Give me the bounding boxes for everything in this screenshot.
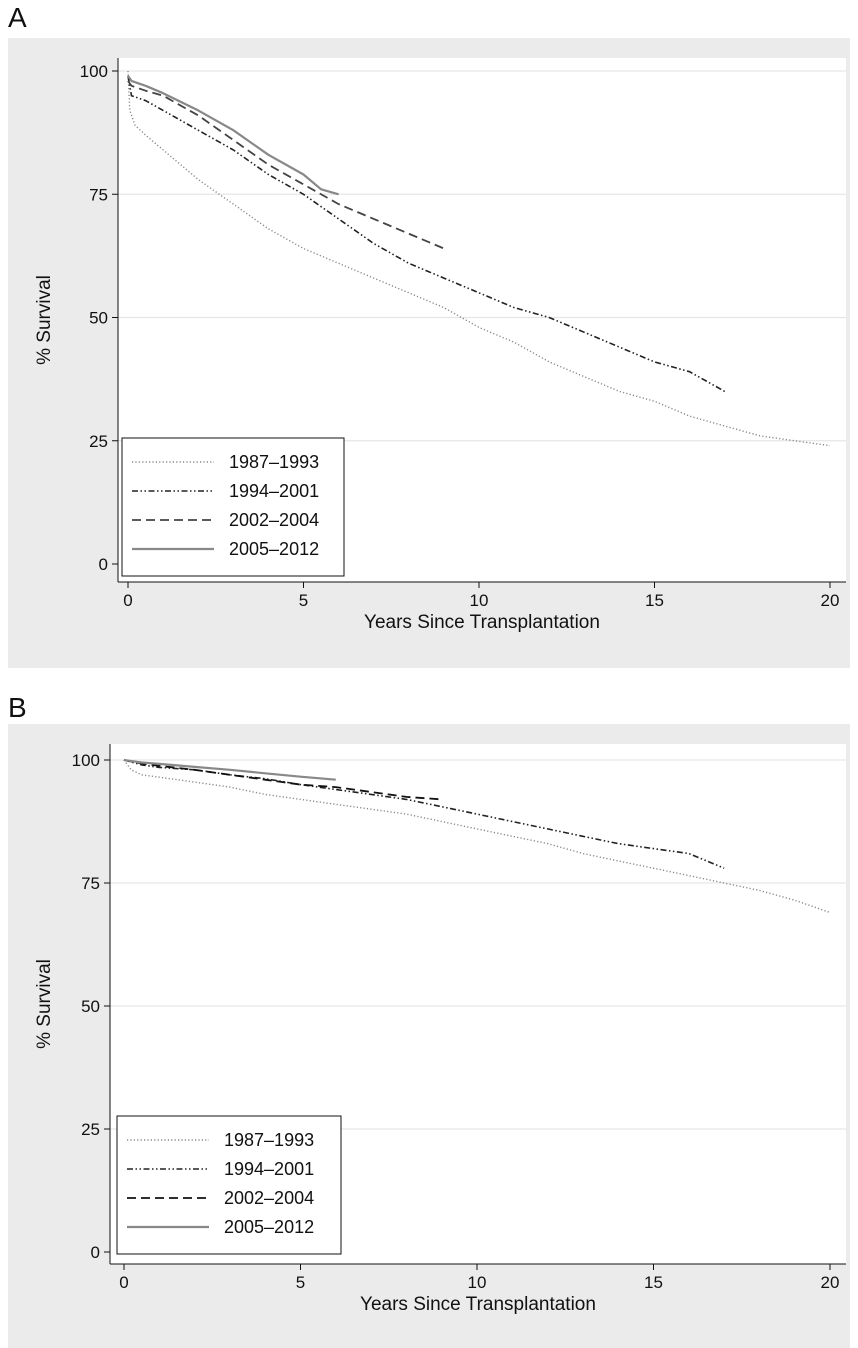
series-line-2002-2004 <box>127 80 445 250</box>
x-tick-label: 0 <box>123 591 132 610</box>
legend-label: 1987–1993 <box>229 452 319 472</box>
series-line-1987-1993 <box>127 70 831 447</box>
legend-label: 2005–2012 <box>229 539 319 559</box>
x-axis-title: Years Since Transplantation <box>360 1294 596 1315</box>
series-line-2005-2012 <box>123 758 336 781</box>
legend-label: 1994–2001 <box>229 481 319 501</box>
legend-label: 2002–2004 <box>224 1188 314 1208</box>
x-tick-label: 0 <box>119 1273 128 1292</box>
x-tick-label: 5 <box>299 591 308 610</box>
legend-label: 2002–2004 <box>229 510 319 530</box>
y-tick-label: 0 <box>91 1243 100 1262</box>
x-axis-title: Years Since Transplantation <box>364 612 600 633</box>
y-tick-label: 75 <box>81 874 100 893</box>
y-axis-title: % Survival <box>34 275 55 365</box>
legend-label: 1987–1993 <box>224 1130 314 1150</box>
survival-chart-b: 0 25 50 75 100 0 5 10 15 20 Years Since Transplant… <box>8 724 850 1348</box>
x-tick-label: 20 <box>821 591 840 610</box>
legend-label: 1994–2001 <box>224 1159 314 1179</box>
panel-a: A 0 25 50 75 100 0 5 10 15 20 Years Since Transpla… <box>0 0 858 668</box>
x-tick-label: 15 <box>644 1273 663 1292</box>
x-tick-label: 5 <box>296 1273 305 1292</box>
x-tick-label: 10 <box>470 591 489 610</box>
y-tick-label: 75 <box>89 185 108 204</box>
y-tick-label: 50 <box>81 997 100 1016</box>
x-tick-label: 10 <box>468 1273 487 1292</box>
legend-box <box>116 1115 342 1255</box>
series-line-1994-2001 <box>127 75 726 393</box>
series-line-1987-1993 <box>123 759 831 914</box>
survival-chart-a: 0 25 50 75 100 0 5 10 15 20 Years Since Transplant… <box>8 38 850 668</box>
x-tick-label: 20 <box>821 1273 840 1292</box>
panel-b-letter: B <box>8 692 27 723</box>
panel-a-letter: A <box>8 2 27 33</box>
series-line-2002-2004 <box>123 759 442 801</box>
y-tick-label: 100 <box>72 751 100 770</box>
series-line-2005-2012 <box>127 75 339 196</box>
y-tick-label: 25 <box>89 432 108 451</box>
y-tick-label: 50 <box>89 309 108 328</box>
legend-label: 2005–2012 <box>224 1217 314 1237</box>
y-tick-label: 100 <box>80 62 108 81</box>
y-tick-label: 0 <box>99 555 108 574</box>
y-tick-label: 25 <box>81 1120 100 1139</box>
legend-box <box>121 437 345 577</box>
panel-b: B 0 25 50 75 100 0 5 10 15 20 Years Since Transpla… <box>0 690 858 1348</box>
y-axis-title: % Survival <box>34 959 55 1049</box>
x-tick-label: 15 <box>645 591 664 610</box>
